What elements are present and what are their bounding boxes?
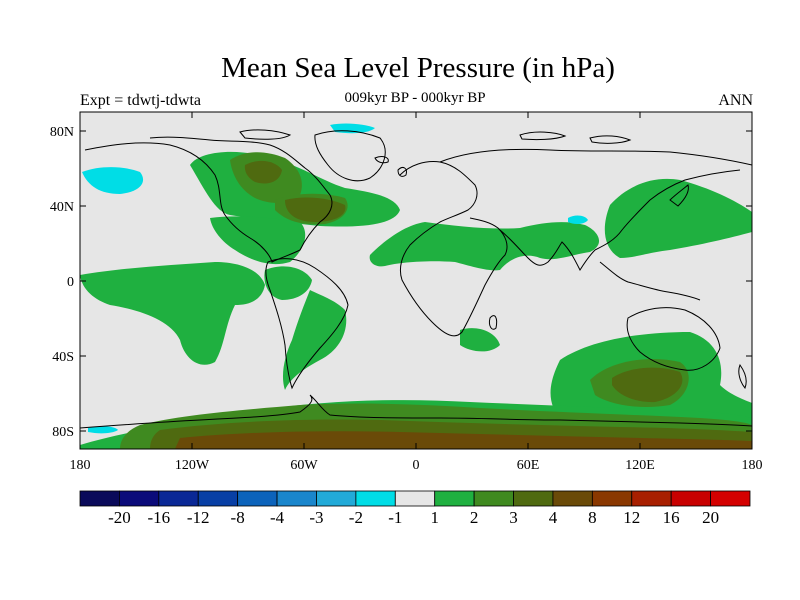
colorbar-swatch	[710, 490, 751, 507]
colorbar-label: 20	[702, 508, 719, 527]
y-tick-label: 40S	[52, 350, 74, 365]
colorbar-label: 16	[663, 508, 680, 527]
colorbar-label: -12	[187, 508, 210, 527]
colorbar-label: -8	[231, 508, 245, 527]
x-tick-label: 120E	[625, 458, 655, 473]
anomaly-4-to-8	[175, 431, 752, 449]
colorbar-label: 1	[430, 508, 439, 527]
colorbar-swatch	[513, 490, 554, 507]
colorbar-label: 3	[509, 508, 518, 527]
chart-title: Mean Sea Level Pressure (in hPa)	[221, 52, 615, 84]
colorbar-swatch	[237, 490, 278, 507]
colorbar-label: -16	[147, 508, 170, 527]
coastlines	[80, 129, 752, 429]
colorbar-label: 4	[549, 508, 558, 527]
colorbar-label: -3	[309, 508, 323, 527]
colorbar-swatch	[197, 490, 239, 507]
colorbar-swatch	[158, 490, 199, 507]
colorbar-swatch	[670, 490, 711, 507]
colorbar-swatch	[276, 490, 317, 507]
colorbar	[79, 490, 751, 507]
y-tick-label: 80N	[50, 125, 74, 140]
y-tick-label: 80S	[52, 425, 74, 440]
colorbar-swatch	[552, 490, 593, 507]
y-tick-label: 0	[67, 275, 74, 290]
y-tick-marks	[80, 130, 752, 432]
x-tick-label: 60E	[517, 458, 540, 473]
colorbar-swatch	[355, 490, 396, 507]
x-tick-label: 120W	[175, 458, 210, 473]
colorbar-swatch	[591, 490, 633, 507]
colorbar-label: 12	[623, 508, 640, 527]
colorbar-label: -20	[108, 508, 131, 527]
x-tick-marks	[79, 112, 753, 449]
x-tick-label: 180	[742, 458, 763, 473]
x-tick-label: 60W	[290, 458, 318, 473]
colorbar-swatch	[79, 490, 120, 507]
colorbar-swatch	[119, 490, 160, 507]
y-tick-label: 40N	[50, 200, 74, 215]
x-tick-label: 0	[413, 458, 420, 473]
colorbar-label: -2	[349, 508, 363, 527]
colorbar-label: 8	[588, 508, 597, 527]
colorbar-swatch	[631, 490, 672, 507]
colorbar-swatch	[473, 490, 514, 507]
chart-subtitle: 009kyr BP - 000kyr BP	[344, 90, 486, 106]
pressure-field	[80, 112, 752, 449]
colorbar-label: -1	[388, 508, 402, 527]
colorbar-swatch	[394, 490, 436, 507]
experiment-label: Expt = tdwtj-tdwta	[80, 92, 202, 109]
x-tick-label: 180	[70, 458, 91, 473]
colorbar-swatch	[434, 490, 475, 507]
season-label: ANN	[718, 92, 753, 109]
colorbar-label: -4	[270, 508, 285, 527]
colorbar-labels: -20 -16 -12 -8 -4 -3 -2 -1 1 2 3 4 8 12 16 20	[108, 508, 719, 527]
colorbar-swatch	[316, 490, 357, 507]
colorbar-label: 2	[470, 508, 479, 527]
